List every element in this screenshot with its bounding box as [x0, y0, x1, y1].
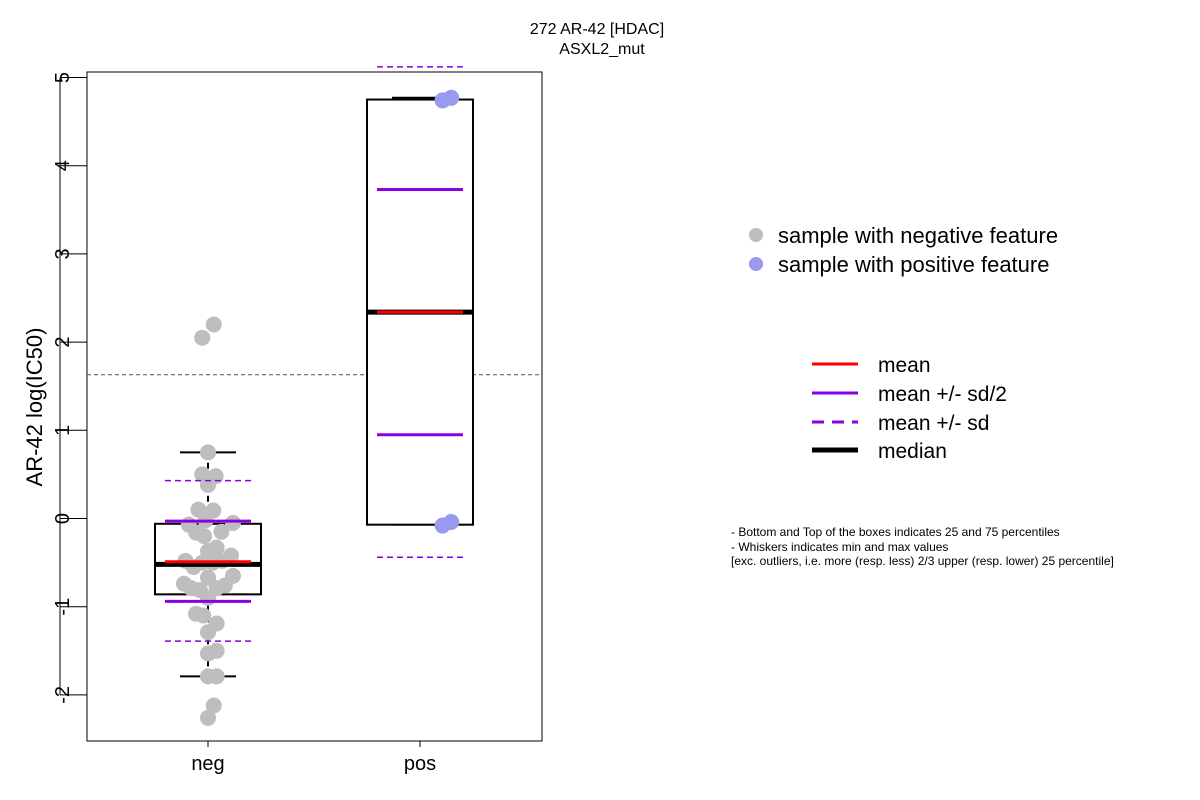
legend-mean-label: mean: [878, 354, 931, 377]
legend-positive-marker: [749, 257, 763, 271]
stat-layer: [155, 66, 473, 642]
x-tick-label: neg: [191, 753, 224, 775]
y-tick-label: -2: [52, 686, 74, 704]
legend-sd-label: mean +/- sd: [878, 412, 989, 435]
legend-points: sample with negative feature sample with…: [749, 223, 1058, 277]
y-tick-label: 0: [52, 513, 74, 524]
data-point: [208, 668, 225, 685]
note-line-2: - Whiskers indicates min and max values: [731, 540, 948, 554]
chart-subtitle: ASXL2_mut: [559, 41, 645, 58]
data-point: [216, 577, 233, 594]
notes: - Bottom and Top of the boxes indicates …: [731, 525, 1114, 568]
data-point: [200, 476, 216, 493]
data-point: [200, 709, 216, 726]
data-point: [200, 444, 216, 461]
y-tick-label: -1: [52, 598, 74, 616]
data-point: [443, 514, 460, 531]
y-tick-label: 1: [52, 425, 74, 436]
data-point: [205, 316, 222, 333]
data-point: [200, 569, 216, 586]
legend-median-label: median: [878, 440, 947, 463]
x-tick-label: pos: [404, 753, 436, 775]
y-tick-label: 5: [52, 72, 74, 83]
legend-positive-label: sample with positive feature: [778, 252, 1049, 277]
data-point: [205, 697, 222, 714]
plot-frame: [86, 71, 543, 742]
note-line-1: - Bottom and Top of the boxes indicates …: [731, 525, 1060, 539]
data-point: [224, 514, 241, 531]
y-tick-label: 3: [52, 248, 74, 259]
data-point: [196, 528, 213, 545]
data-point: [200, 624, 216, 641]
y-tick-label: 4: [52, 160, 74, 171]
data-point: [208, 642, 225, 659]
y-axis-label: AR-42 log(IC50): [22, 328, 47, 487]
y-tick-label: 2: [52, 337, 74, 348]
data-point: [194, 329, 211, 346]
legend-lines: mean mean +/- sd/2 mean +/- sd median: [812, 354, 1007, 463]
y-axis: -2 -1 0 1 2 3 4 5: [52, 72, 87, 704]
note-line-3: [exc. outliers, i.e. more (resp. less) 2…: [731, 554, 1114, 568]
legend-half-sd-label: mean +/- sd/2: [878, 383, 1007, 406]
data-point: [213, 523, 230, 540]
legend-negative-marker: [749, 228, 763, 242]
legend-negative-label: sample with negative feature: [778, 223, 1058, 248]
data-point: [443, 89, 460, 106]
data-point: [195, 607, 212, 624]
x-axis: neg pos: [191, 741, 436, 775]
chart-title: 272 AR-42 [HDAC]: [530, 21, 664, 38]
data-point: [200, 589, 216, 606]
